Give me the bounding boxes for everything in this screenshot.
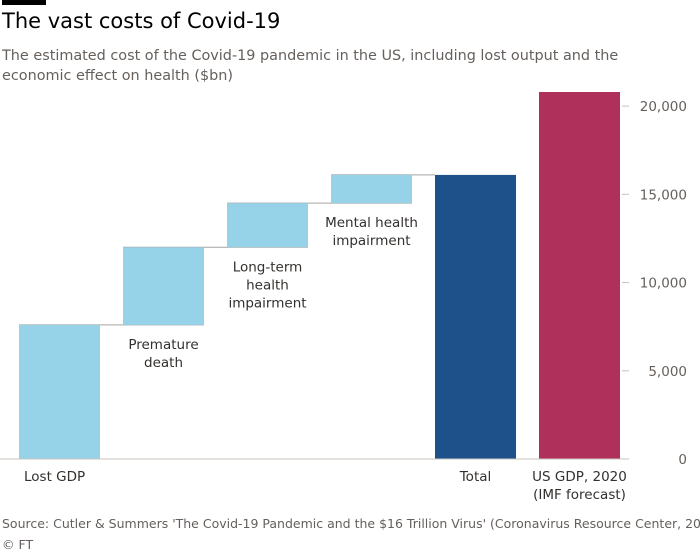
y-tick-label: 5,000 (648, 364, 687, 380)
bar-2 (227, 203, 308, 248)
bar-3 (331, 174, 412, 204)
chart-subtitle: The estimated cost of the Covid-19 pande… (2, 48, 619, 84)
category-label-4: Total (459, 469, 492, 485)
chart-title: The vast costs of Covid-19 (2, 9, 281, 33)
source-note: Source: Cutler & Summers 'The Covid-19 P… (2, 516, 700, 531)
category-label-3: Mental health impairment (325, 215, 418, 249)
top-rule (2, 0, 46, 5)
bar-1 (123, 247, 204, 325)
category-label-2: Long-term health impairment (228, 259, 306, 311)
y-tick-label: 15,000 (640, 187, 687, 203)
category-label-0: Lost GDP (24, 469, 85, 485)
bar-0 (19, 324, 100, 459)
y-tick-label: 0 (678, 452, 687, 468)
ft-credit: © FT (2, 537, 34, 552)
bars (19, 92, 620, 459)
bar-4 (435, 174, 516, 459)
category-label-5: US GDP, 2020 (IMF forecast) (532, 469, 627, 503)
y-axis: 0 5,000 10,000 15,000 20,000 (0, 99, 687, 468)
y-tick-label: 10,000 (640, 276, 687, 292)
bar-5 (539, 92, 620, 459)
y-tick-label: 20,000 (640, 99, 687, 115)
category-label-1: Premature death (128, 337, 198, 371)
category-labels: Lost GDP Premature death Long-term health imp… (24, 215, 627, 503)
